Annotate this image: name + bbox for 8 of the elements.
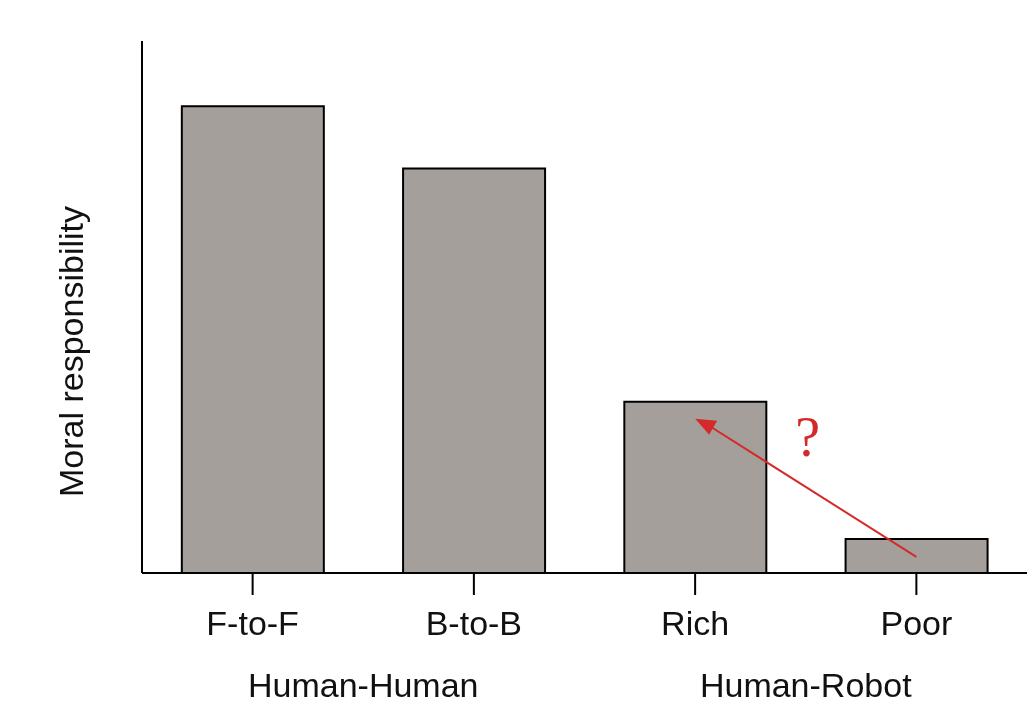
annotation: ? — [795, 405, 820, 469]
x-tick-label: B-to-B — [425, 604, 523, 643]
x-tick-label: F-to-F — [206, 604, 299, 643]
y-axis-title: Moral responsibility — [52, 206, 91, 497]
x-tick-label: Rich — [661, 604, 730, 643]
text: Human-Robot — [698, 666, 913, 705]
x-tick-label: Poor — [880, 604, 953, 643]
text: Human-Human — [247, 666, 480, 705]
